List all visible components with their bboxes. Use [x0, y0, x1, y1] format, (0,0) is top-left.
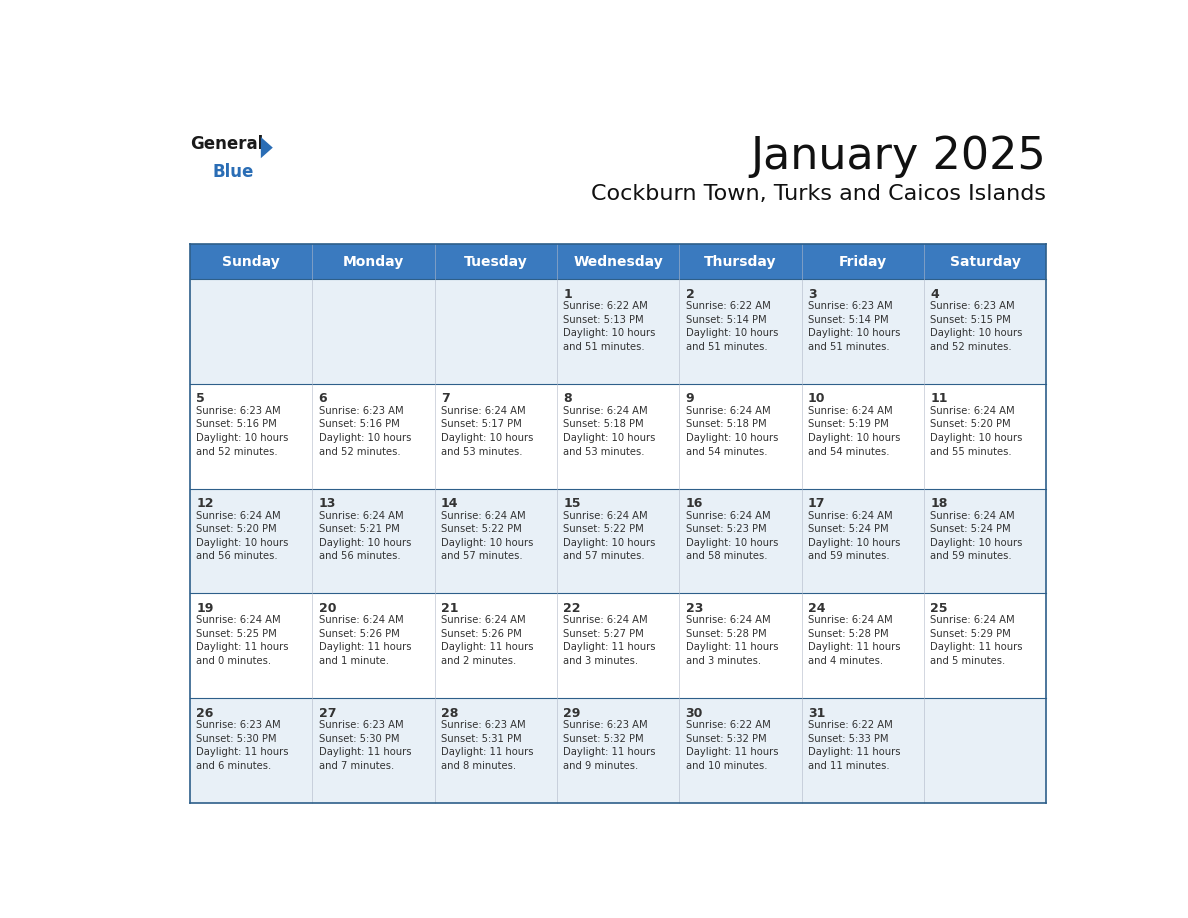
Bar: [190, 698, 1047, 803]
Text: Sunrise: 6:24 AM
Sunset: 5:26 PM
Daylight: 11 hours
and 1 minute.: Sunrise: 6:24 AM Sunset: 5:26 PM Dayligh…: [318, 615, 411, 666]
Text: Sunrise: 6:23 AM
Sunset: 5:16 PM
Daylight: 10 hours
and 52 minutes.: Sunrise: 6:23 AM Sunset: 5:16 PM Dayligh…: [318, 406, 411, 456]
Text: January 2025: January 2025: [751, 135, 1047, 178]
Text: Sunrise: 6:24 AM
Sunset: 5:28 PM
Daylight: 11 hours
and 4 minutes.: Sunrise: 6:24 AM Sunset: 5:28 PM Dayligh…: [808, 615, 901, 666]
Text: Blue: Blue: [213, 163, 254, 181]
Polygon shape: [261, 137, 273, 158]
Text: 2: 2: [685, 287, 695, 300]
Text: Sunrise: 6:22 AM
Sunset: 5:14 PM
Daylight: 10 hours
and 51 minutes.: Sunrise: 6:22 AM Sunset: 5:14 PM Dayligh…: [685, 301, 778, 352]
Text: Thursday: Thursday: [704, 255, 777, 269]
Text: Cockburn Town, Turks and Caicos Islands: Cockburn Town, Turks and Caicos Islands: [592, 185, 1047, 205]
Text: 25: 25: [930, 602, 948, 615]
Bar: [190, 593, 1047, 698]
Text: Sunrise: 6:24 AM
Sunset: 5:22 PM
Daylight: 10 hours
and 57 minutes.: Sunrise: 6:24 AM Sunset: 5:22 PM Dayligh…: [441, 510, 533, 561]
Text: Wednesday: Wednesday: [573, 255, 663, 269]
Text: Sunrise: 6:24 AM
Sunset: 5:22 PM
Daylight: 10 hours
and 57 minutes.: Sunrise: 6:24 AM Sunset: 5:22 PM Dayligh…: [563, 510, 656, 561]
Text: Sunrise: 6:24 AM
Sunset: 5:20 PM
Daylight: 10 hours
and 55 minutes.: Sunrise: 6:24 AM Sunset: 5:20 PM Dayligh…: [930, 406, 1023, 456]
Text: Sunrise: 6:24 AM
Sunset: 5:21 PM
Daylight: 10 hours
and 56 minutes.: Sunrise: 6:24 AM Sunset: 5:21 PM Dayligh…: [318, 510, 411, 561]
Text: 22: 22: [563, 602, 581, 615]
Text: Sunrise: 6:24 AM
Sunset: 5:19 PM
Daylight: 10 hours
and 54 minutes.: Sunrise: 6:24 AM Sunset: 5:19 PM Dayligh…: [808, 406, 901, 456]
Text: Sunrise: 6:24 AM
Sunset: 5:29 PM
Daylight: 11 hours
and 5 minutes.: Sunrise: 6:24 AM Sunset: 5:29 PM Dayligh…: [930, 615, 1023, 666]
Text: Sunrise: 6:24 AM
Sunset: 5:18 PM
Daylight: 10 hours
and 53 minutes.: Sunrise: 6:24 AM Sunset: 5:18 PM Dayligh…: [563, 406, 656, 456]
Text: Monday: Monday: [343, 255, 404, 269]
Text: 13: 13: [318, 497, 336, 510]
Text: Sunrise: 6:24 AM
Sunset: 5:24 PM
Daylight: 10 hours
and 59 minutes.: Sunrise: 6:24 AM Sunset: 5:24 PM Dayligh…: [808, 510, 901, 561]
Bar: [190, 279, 1047, 384]
Bar: [190, 384, 1047, 488]
Text: Sunrise: 6:24 AM
Sunset: 5:18 PM
Daylight: 10 hours
and 54 minutes.: Sunrise: 6:24 AM Sunset: 5:18 PM Dayligh…: [685, 406, 778, 456]
Text: Sunrise: 6:23 AM
Sunset: 5:30 PM
Daylight: 11 hours
and 7 minutes.: Sunrise: 6:23 AM Sunset: 5:30 PM Dayligh…: [318, 720, 411, 771]
Text: 7: 7: [441, 392, 450, 406]
Text: Sunrise: 6:23 AM
Sunset: 5:14 PM
Daylight: 10 hours
and 51 minutes.: Sunrise: 6:23 AM Sunset: 5:14 PM Dayligh…: [808, 301, 901, 352]
Text: 9: 9: [685, 392, 694, 406]
Text: Sunrise: 6:23 AM
Sunset: 5:16 PM
Daylight: 10 hours
and 52 minutes.: Sunrise: 6:23 AM Sunset: 5:16 PM Dayligh…: [196, 406, 289, 456]
Text: Sunrise: 6:24 AM
Sunset: 5:23 PM
Daylight: 10 hours
and 58 minutes.: Sunrise: 6:24 AM Sunset: 5:23 PM Dayligh…: [685, 510, 778, 561]
Text: 27: 27: [318, 707, 336, 720]
Text: 12: 12: [196, 497, 214, 510]
Text: 15: 15: [563, 497, 581, 510]
Text: 1: 1: [563, 287, 573, 300]
Text: Sunrise: 6:22 AM
Sunset: 5:33 PM
Daylight: 11 hours
and 11 minutes.: Sunrise: 6:22 AM Sunset: 5:33 PM Dayligh…: [808, 720, 901, 771]
Text: 26: 26: [196, 707, 214, 720]
Text: 18: 18: [930, 497, 948, 510]
Text: Sunrise: 6:23 AM
Sunset: 5:30 PM
Daylight: 11 hours
and 6 minutes.: Sunrise: 6:23 AM Sunset: 5:30 PM Dayligh…: [196, 720, 289, 771]
Text: 21: 21: [441, 602, 459, 615]
Text: Sunrise: 6:22 AM
Sunset: 5:32 PM
Daylight: 11 hours
and 10 minutes.: Sunrise: 6:22 AM Sunset: 5:32 PM Dayligh…: [685, 720, 778, 771]
Text: 3: 3: [808, 287, 816, 300]
Text: 28: 28: [441, 707, 459, 720]
Text: Sunrise: 6:23 AM
Sunset: 5:15 PM
Daylight: 10 hours
and 52 minutes.: Sunrise: 6:23 AM Sunset: 5:15 PM Dayligh…: [930, 301, 1023, 352]
Text: 20: 20: [318, 602, 336, 615]
Text: Sunrise: 6:24 AM
Sunset: 5:24 PM
Daylight: 10 hours
and 59 minutes.: Sunrise: 6:24 AM Sunset: 5:24 PM Dayligh…: [930, 510, 1023, 561]
Text: Sunrise: 6:24 AM
Sunset: 5:25 PM
Daylight: 11 hours
and 0 minutes.: Sunrise: 6:24 AM Sunset: 5:25 PM Dayligh…: [196, 615, 289, 666]
Text: 11: 11: [930, 392, 948, 406]
Text: Sunrise: 6:22 AM
Sunset: 5:13 PM
Daylight: 10 hours
and 51 minutes.: Sunrise: 6:22 AM Sunset: 5:13 PM Dayligh…: [563, 301, 656, 352]
Text: 29: 29: [563, 707, 581, 720]
Text: 4: 4: [930, 287, 939, 300]
Text: 16: 16: [685, 497, 703, 510]
Text: Saturday: Saturday: [949, 255, 1020, 269]
Text: 6: 6: [318, 392, 328, 406]
Text: 19: 19: [196, 602, 214, 615]
Text: 17: 17: [808, 497, 826, 510]
Text: Sunrise: 6:24 AM
Sunset: 5:28 PM
Daylight: 11 hours
and 3 minutes.: Sunrise: 6:24 AM Sunset: 5:28 PM Dayligh…: [685, 615, 778, 666]
Text: Sunrise: 6:24 AM
Sunset: 5:27 PM
Daylight: 11 hours
and 3 minutes.: Sunrise: 6:24 AM Sunset: 5:27 PM Dayligh…: [563, 615, 656, 666]
Bar: [190, 244, 1047, 279]
Text: 5: 5: [196, 392, 206, 406]
Text: Sunday: Sunday: [222, 255, 280, 269]
Text: Sunrise: 6:24 AM
Sunset: 5:26 PM
Daylight: 11 hours
and 2 minutes.: Sunrise: 6:24 AM Sunset: 5:26 PM Dayligh…: [441, 615, 533, 666]
Text: 10: 10: [808, 392, 826, 406]
Text: 24: 24: [808, 602, 826, 615]
Text: Tuesday: Tuesday: [463, 255, 527, 269]
Text: General: General: [190, 135, 264, 153]
Text: Sunrise: 6:23 AM
Sunset: 5:31 PM
Daylight: 11 hours
and 8 minutes.: Sunrise: 6:23 AM Sunset: 5:31 PM Dayligh…: [441, 720, 533, 771]
Text: Friday: Friday: [839, 255, 886, 269]
Text: Sunrise: 6:24 AM
Sunset: 5:20 PM
Daylight: 10 hours
and 56 minutes.: Sunrise: 6:24 AM Sunset: 5:20 PM Dayligh…: [196, 510, 289, 561]
Text: 14: 14: [441, 497, 459, 510]
Bar: [190, 488, 1047, 593]
Text: Sunrise: 6:23 AM
Sunset: 5:32 PM
Daylight: 11 hours
and 9 minutes.: Sunrise: 6:23 AM Sunset: 5:32 PM Dayligh…: [563, 720, 656, 771]
Text: 8: 8: [563, 392, 571, 406]
Text: 31: 31: [808, 707, 826, 720]
Text: 30: 30: [685, 707, 703, 720]
Text: Sunrise: 6:24 AM
Sunset: 5:17 PM
Daylight: 10 hours
and 53 minutes.: Sunrise: 6:24 AM Sunset: 5:17 PM Dayligh…: [441, 406, 533, 456]
Text: 23: 23: [685, 602, 703, 615]
